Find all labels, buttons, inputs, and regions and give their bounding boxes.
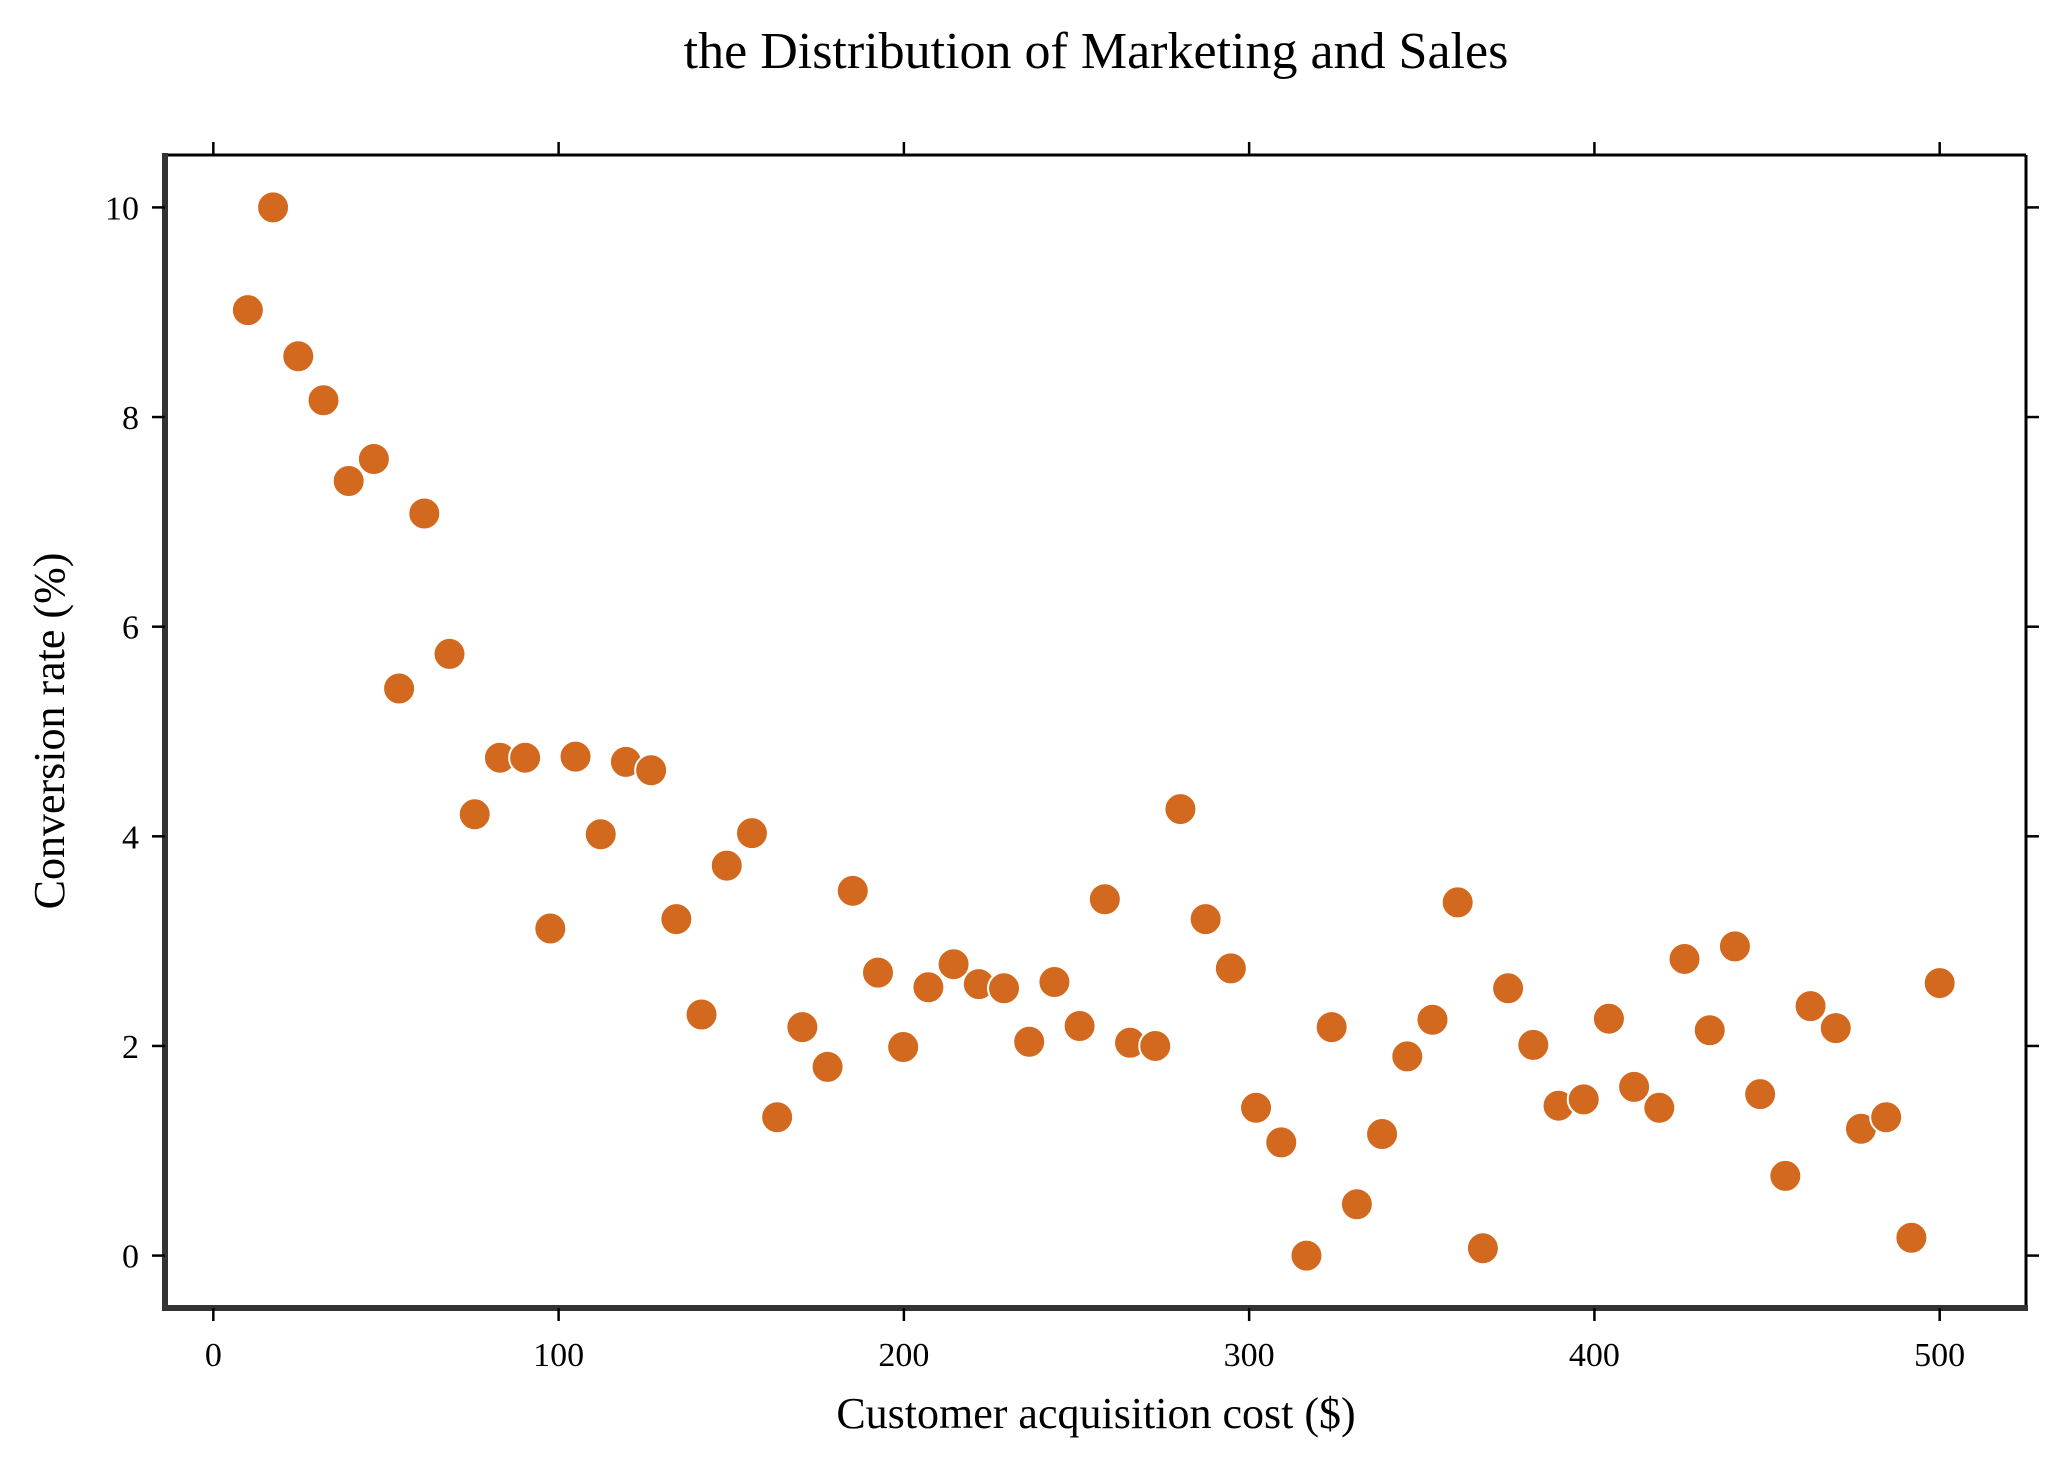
scatter-point [1717, 929, 1752, 964]
scatter-point [1339, 1187, 1374, 1222]
chart-title: the Distribution of Marketing and Sales [684, 23, 1509, 80]
scatter-point [1012, 1024, 1047, 1059]
scatter-point [684, 997, 719, 1032]
scatter-point [1087, 882, 1122, 917]
scatter-point [1465, 1231, 1500, 1266]
scatter-point [457, 797, 492, 832]
scatter-point [558, 739, 593, 774]
scatter-point [734, 816, 769, 851]
scatter-point [1365, 1117, 1400, 1152]
x-tick-label: 0 [205, 1337, 222, 1374]
scatter-point [785, 1010, 820, 1045]
y-tick-label: 6 [122, 610, 139, 647]
scatter-point [1239, 1090, 1274, 1125]
scatter-point [432, 636, 467, 671]
scatter-point [1264, 1125, 1299, 1160]
scatter-point [1213, 951, 1248, 986]
scatter-point [1818, 1011, 1853, 1046]
y-tick-label: 10 [105, 190, 139, 227]
scatter-point [835, 873, 870, 908]
scatter-point [1138, 1028, 1173, 1063]
scatter-point [1922, 966, 1957, 1001]
scatter-point [331, 463, 366, 498]
scatter-point [281, 339, 316, 374]
scatter-point [1617, 1069, 1652, 1104]
scatter-point [508, 740, 543, 775]
scatter-point [1516, 1027, 1551, 1062]
scatter-point [1390, 1039, 1425, 1074]
scatter-point [533, 911, 568, 946]
scatter-point [583, 817, 618, 852]
plot-frame [162, 153, 2028, 1311]
y-tick-label: 4 [122, 819, 139, 856]
x-axis-label: Customer acquisition cost ($) [836, 1389, 1355, 1438]
scatter-point [407, 496, 442, 531]
scatter-point [709, 848, 744, 883]
scatter-point [987, 971, 1022, 1006]
scatter-point [1642, 1090, 1677, 1125]
scatter-point [760, 1100, 795, 1135]
scatter-point [634, 753, 669, 788]
x-tick-label: 500 [1914, 1337, 1965, 1374]
scatter-point [1188, 902, 1223, 937]
scatter-point [860, 955, 895, 990]
scatter-point [936, 947, 971, 982]
scatter-point [810, 1049, 845, 1084]
scatter-point [1289, 1238, 1324, 1273]
scatter-point [1491, 971, 1526, 1006]
scatter-point [1037, 965, 1072, 1000]
scatter-point [256, 190, 291, 225]
y-tick-label: 8 [122, 400, 139, 437]
scatter-point [1743, 1077, 1778, 1112]
scatter-point [1591, 1001, 1626, 1036]
scatter-point [886, 1030, 921, 1065]
scatter-point [1314, 1010, 1349, 1045]
scatter-point [1869, 1100, 1904, 1135]
data-points [230, 190, 1957, 1273]
scatter-point [1768, 1158, 1803, 1193]
axis-ticks [152, 142, 2039, 1321]
scatter-point [306, 383, 341, 418]
x-tick-label: 200 [878, 1337, 929, 1374]
scatter-point [1415, 1002, 1450, 1037]
scatter-point [1692, 1013, 1727, 1048]
y-tick-label: 0 [122, 1239, 139, 1276]
scatter-point [1793, 989, 1828, 1024]
scatter-point [1163, 792, 1198, 827]
x-tick-label: 100 [533, 1337, 584, 1374]
scatter-point [1667, 941, 1702, 976]
scatter-point [382, 671, 417, 706]
scatter-point [356, 441, 391, 476]
scatter-point [1062, 1009, 1097, 1044]
x-tick-label: 300 [1224, 1337, 1275, 1374]
scatter-point [230, 293, 265, 328]
scatter-point [659, 902, 694, 937]
scatter-point [1440, 885, 1475, 920]
y-tick-label: 2 [122, 1029, 139, 1066]
tick-labels: 0 100 200 300 400 500 0 2 4 6 8 10 [105, 190, 1965, 1374]
scatter-point [1566, 1082, 1601, 1117]
scatter-point [911, 970, 946, 1005]
scatter-point [1894, 1220, 1929, 1255]
x-tick-label: 400 [1569, 1337, 1620, 1374]
y-axis-label: Conversion rate (%) [25, 553, 74, 910]
